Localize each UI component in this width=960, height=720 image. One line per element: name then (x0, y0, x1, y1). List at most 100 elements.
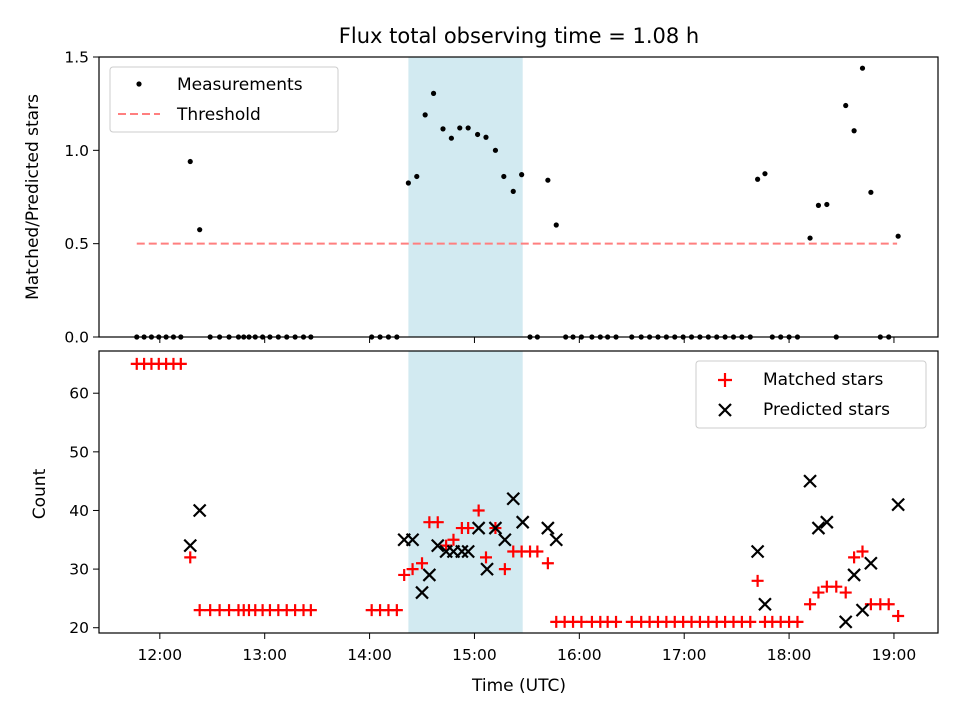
predicted-star-point (455, 544, 469, 559)
top-y-tick-label: 1.5 (64, 49, 89, 67)
predicted-star-point (488, 521, 503, 535)
measurement-point (483, 134, 489, 140)
bottom-legend: Matched stars Predicted stars (695, 360, 927, 429)
matched-star-point (390, 604, 403, 617)
measurement-point (448, 135, 454, 141)
predicted-star-point (415, 585, 429, 600)
matched-star-point (479, 551, 492, 564)
matched-star-point (839, 586, 852, 599)
count-series (130, 357, 905, 629)
measurement-point (440, 126, 446, 132)
x-tick-label: 13:00 (242, 646, 287, 664)
bottom-y-axis-label: Count (30, 468, 50, 519)
matched-star-point (830, 580, 843, 593)
measurement-point (465, 125, 471, 131)
top-x-ticks (159, 337, 895, 343)
predicted-star-point (847, 568, 861, 582)
matched-star-point (472, 504, 485, 517)
predicted-star-point (498, 533, 512, 547)
measurement-point (762, 171, 768, 177)
legend-predicted-label: Predicted stars (763, 400, 890, 420)
matched-star-point (304, 604, 317, 617)
x-tick-label: 12:00 (137, 646, 182, 664)
measurement-point (868, 189, 874, 195)
measurement-point (492, 147, 499, 153)
bottom-y-tick-label: 40 (69, 502, 89, 520)
predicted-star-point (515, 515, 530, 529)
predicted-star-point (480, 562, 494, 576)
matched-star-point (193, 604, 206, 617)
predicted-star-point (758, 597, 772, 612)
top-y-tick-label: 1.0 (64, 142, 89, 160)
legend-matched-label: Matched stars (763, 370, 883, 390)
measurement-point (501, 173, 507, 180)
matched-star-point (174, 357, 187, 370)
matched-star-point (184, 551, 197, 564)
measurement-point (895, 233, 901, 239)
legend-measurements-label: Measurements (177, 75, 303, 95)
predicted-star-point (855, 603, 870, 617)
legend-predicted-marker (718, 403, 732, 417)
measurement-point (545, 177, 551, 183)
matched-star-point (498, 563, 511, 576)
matched-star-point (892, 609, 905, 622)
measurement-point (510, 188, 516, 194)
x-tick-label: 18:00 (767, 646, 812, 664)
matched-star-point (440, 539, 453, 552)
top-axes-frame (98, 56, 939, 338)
measurement-point (430, 90, 437, 96)
predicted-star-point (192, 503, 207, 518)
matched-star-point (398, 568, 411, 581)
measurement-point (414, 173, 420, 180)
x-tick-label: 19:00 (872, 646, 917, 664)
top-y-tick-label: 0.5 (64, 235, 89, 253)
matched-star-point (575, 615, 588, 628)
measurement-point (859, 65, 866, 71)
measurement-point (755, 176, 761, 182)
bottom-axes-frame (98, 350, 939, 634)
matched-star-point (531, 545, 544, 558)
matched-star-point (882, 598, 895, 611)
bottom-x-axis-label: Time (UTC) (471, 676, 566, 696)
top-y-axis-label: Matched/Predicted stars (23, 94, 43, 300)
predicted-star-point (430, 538, 445, 553)
count-panel: 20 30 40 50 60 12:00 13:00 14:00 15:00 16:00 17:0… (30, 350, 939, 696)
matched-star-point (416, 557, 429, 570)
predicted-star-point (891, 497, 905, 512)
matched-star-point (804, 598, 817, 611)
measurement-point (807, 235, 813, 241)
bottom-y-axis: 20 30 40 50 60 (69, 385, 99, 637)
matched-star-point (462, 522, 475, 535)
predicted-star-point (422, 568, 437, 582)
legend-matched-marker (718, 373, 732, 387)
bottom-y-tick-label: 30 (69, 561, 89, 579)
measurement-point (815, 202, 822, 208)
predicted-star-point (405, 533, 420, 547)
measurement-point (519, 172, 525, 178)
predicted-star-point (461, 544, 475, 559)
predicted-star-point (750, 544, 765, 559)
measurement-point (457, 125, 463, 131)
matched-star-point (406, 563, 419, 576)
predicted-star-point (471, 521, 486, 535)
predicted-star-point (549, 533, 564, 547)
x-tick-label: 15:00 (452, 646, 497, 664)
matched-star-point (431, 516, 444, 529)
measurement-point (197, 227, 203, 233)
ratio-panel: 0.0 0.5 1.0 1.5 Matched/Predicted stars Mea… (23, 49, 939, 347)
bottom-highlight-span (408, 351, 523, 633)
measurement-point (851, 128, 857, 134)
matched-star-point (856, 545, 869, 558)
matched-star-point (447, 533, 460, 546)
matched-star-point (848, 551, 861, 564)
bottom-y-tick-label: 50 (69, 443, 89, 461)
predicted-star-point (864, 556, 878, 571)
x-tick-label: 14:00 (347, 646, 392, 664)
predicted-star-point (803, 474, 817, 488)
top-y-tick-label: 0.0 (64, 329, 89, 347)
bottom-y-tick-label: 20 (69, 619, 89, 637)
matched-star-point (541, 557, 554, 570)
x-tick-label: 17:00 (662, 646, 707, 664)
top-y-axis: 0.0 0.5 1.0 1.5 (64, 49, 99, 347)
predicted-star-point (506, 491, 521, 506)
